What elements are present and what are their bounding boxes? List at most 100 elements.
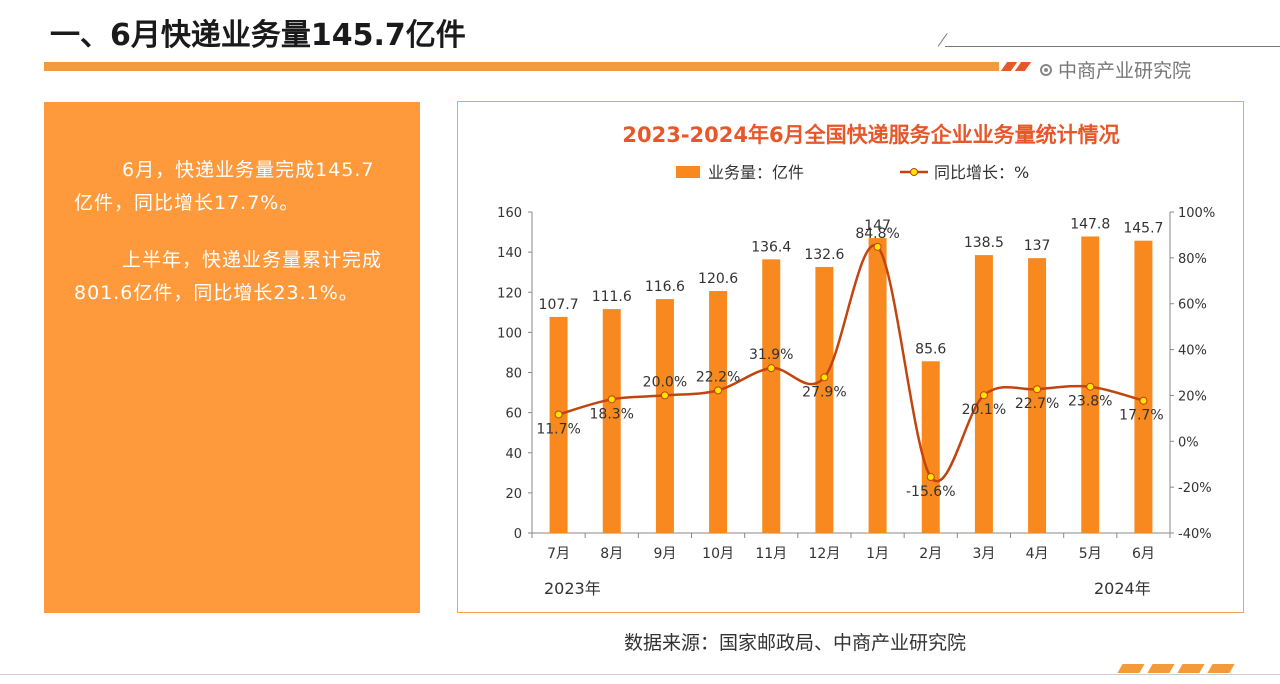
bar — [1134, 240, 1153, 533]
y-right-tick-label: 0% — [1178, 435, 1199, 450]
chart-frame: 2023-2024年6月全国快递服务企业业务量统计情况业务量：亿件 同比增长：% 0… — [457, 101, 1244, 613]
y-left-tick-label: 0 — [514, 527, 522, 542]
bar-data-label: 107.7 — [539, 297, 579, 313]
growth-data-label: 27.9% — [802, 384, 846, 400]
y-right-tick-label: 40% — [1178, 344, 1207, 359]
x-tick-label: 7月 — [547, 546, 570, 562]
growth-data-label: 84.8% — [855, 226, 899, 242]
y-left-tick-label: 140 — [497, 246, 522, 261]
x-tick-label: 1月 — [866, 546, 889, 562]
bar-data-label: 136.4 — [751, 239, 791, 255]
bottom-line — [0, 674, 1280, 675]
brand-name: 中商产业研究院 — [1058, 60, 1192, 82]
brand: 中商产业研究院 — [1040, 56, 1191, 83]
y-right-tick-label: -40% — [1178, 527, 1212, 542]
bar-data-label: 116.6 — [645, 279, 685, 295]
y-left-tick-label: 60 — [505, 407, 522, 422]
growth-point — [714, 386, 723, 395]
y-left-tick-label: 20 — [505, 487, 522, 502]
y-left-tick-label: 120 — [497, 286, 522, 301]
x-tick-label: 8月 — [600, 546, 623, 562]
bar-data-label: 147.8 — [1070, 216, 1110, 232]
growth-data-label: 22.2% — [696, 369, 740, 385]
bar-data-label: 145.7 — [1123, 221, 1163, 237]
growth-data-label: 22.7% — [1015, 396, 1059, 412]
growth-data-label: 20.1% — [962, 402, 1006, 418]
growth-point — [926, 473, 935, 482]
growth-point — [554, 410, 563, 419]
y-left-tick-label: 160 — [497, 206, 522, 221]
y-right-tick-label: 60% — [1178, 298, 1207, 313]
x-tick-label: 10月 — [702, 546, 734, 562]
bar-data-label: 85.6 — [915, 341, 946, 357]
bar — [762, 259, 781, 533]
legend-line-marker — [910, 168, 918, 176]
bottom-dash — [1117, 664, 1145, 673]
x-tick-label: 12月 — [809, 546, 841, 562]
side-paragraph-1: 6月，快递业务量完成145.7亿件，同比增长17.7%。 — [74, 159, 375, 214]
bar — [709, 291, 728, 533]
y-left-tick-label: 40 — [505, 447, 522, 462]
growth-data-label: 31.9% — [749, 347, 793, 363]
bar-data-label: 120.6 — [698, 271, 738, 287]
growth-point — [979, 391, 988, 400]
growth-point — [820, 373, 829, 382]
growth-data-label: 23.8% — [1068, 394, 1112, 410]
data-source: 数据来源：国家邮政局、中商产业研究院 — [624, 632, 967, 654]
x-tick-label: 6月 — [1132, 546, 1155, 562]
y-left-tick-label: 100 — [497, 326, 522, 341]
growth-data-label: 11.7% — [536, 421, 580, 437]
bar — [1028, 258, 1047, 533]
bar-data-label: 111.6 — [592, 289, 632, 305]
x-tick-label: 4月 — [1026, 546, 1049, 562]
y-right-tick-label: 20% — [1178, 389, 1207, 404]
legend-bar-label: 业务量：亿件 — [708, 163, 804, 182]
growth-point — [767, 364, 776, 373]
chart-title: 2023-2024年6月全国快递服务企业业务量统计情况 — [622, 123, 1119, 147]
page-title: 一、6月快递业务量145.7亿件 — [50, 18, 466, 53]
growth-data-label: -15.6% — [906, 484, 956, 500]
bar — [602, 309, 621, 533]
title-bar-dash — [1014, 62, 1032, 71]
bar — [655, 299, 674, 533]
x-tick-label: 3月 — [972, 546, 995, 562]
bottom-dash — [1177, 664, 1205, 673]
y-right-tick-label: 80% — [1178, 252, 1207, 267]
bar-data-label: 137 — [1024, 238, 1051, 254]
growth-point — [1139, 396, 1148, 405]
bottom-dash — [1207, 664, 1235, 673]
x-tick-label: 9月 — [653, 546, 676, 562]
growth-point — [660, 391, 669, 400]
title-line-thin — [945, 46, 1280, 47]
side-paragraph-2: 上半年，快递业务量累计完成801.6亿件，同比增长23.1%。 — [74, 249, 383, 304]
bar — [549, 316, 568, 533]
legend-line-label: 同比增长：% — [934, 163, 1029, 182]
growth-point — [1086, 382, 1095, 391]
growth-line — [558, 244, 1144, 483]
bar — [815, 266, 834, 533]
growth-point — [607, 395, 616, 404]
x-tick-label: 11月 — [755, 546, 787, 562]
growth-data-label: 17.7% — [1119, 408, 1163, 424]
title-bar — [44, 62, 999, 71]
growth-point — [873, 242, 882, 251]
title-line-slant — [937, 33, 948, 47]
bottom-dash — [1147, 664, 1175, 673]
bar-data-label: 138.5 — [964, 235, 1004, 251]
brand-logo-icon — [1040, 63, 1052, 76]
x-tick-label: 2月 — [919, 546, 942, 562]
legend-bar-swatch — [676, 166, 700, 178]
x-tick-label: 5月 — [1079, 546, 1102, 562]
growth-data-label: 18.3% — [590, 406, 634, 422]
side-panel — [44, 102, 420, 613]
bar-data-label: 132.6 — [804, 247, 844, 263]
y-right-tick-label: 100% — [1178, 206, 1215, 221]
year-label-2023: 2023年 — [544, 579, 601, 598]
year-label-2024: 2024年 — [1094, 579, 1151, 598]
bar — [868, 238, 887, 534]
growth-data-label: 20.0% — [643, 374, 687, 390]
bar-data-label: 147 — [864, 218, 891, 234]
y-right-tick-label: -20% — [1178, 481, 1212, 496]
growth-point — [1033, 385, 1042, 394]
